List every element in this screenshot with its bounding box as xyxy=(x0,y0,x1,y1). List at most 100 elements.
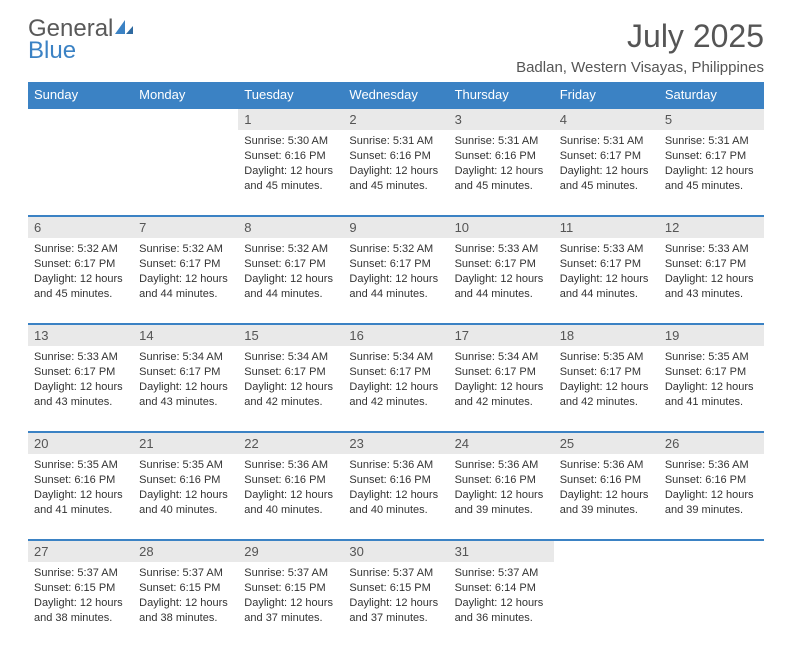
day-cell: Sunrise: 5:31 AMSunset: 6:17 PMDaylight:… xyxy=(554,130,659,216)
weekday-header-row: SundayMondayTuesdayWednesdayThursdayFrid… xyxy=(28,82,764,108)
daynum-row: 20212223242526 xyxy=(28,432,764,454)
sunset-line: Sunset: 6:17 PM xyxy=(244,257,337,272)
day-number: 12 xyxy=(659,216,764,238)
day-number: 17 xyxy=(449,324,554,346)
daylight-line: Daylight: 12 hours and 42 minutes. xyxy=(349,380,442,410)
day-cell: Sunrise: 5:35 AMSunset: 6:16 PMDaylight:… xyxy=(28,454,133,540)
day-number: 30 xyxy=(343,540,448,562)
sunrise-line: Sunrise: 5:34 AM xyxy=(139,350,232,365)
sunrise-line: Sunrise: 5:35 AM xyxy=(560,350,653,365)
daynum-row: 13141516171819 xyxy=(28,324,764,346)
daylight-line: Daylight: 12 hours and 39 minutes. xyxy=(665,488,758,518)
day-number: 24 xyxy=(449,432,554,454)
content-row: Sunrise: 5:33 AMSunset: 6:17 PMDaylight:… xyxy=(28,346,764,432)
day-cell: Sunrise: 5:31 AMSunset: 6:16 PMDaylight:… xyxy=(449,130,554,216)
sunset-line: Sunset: 6:16 PM xyxy=(665,473,758,488)
sunset-line: Sunset: 6:17 PM xyxy=(139,365,232,380)
daynum-row: 6789101112 xyxy=(28,216,764,238)
sunset-line: Sunset: 6:16 PM xyxy=(244,473,337,488)
day-cell: Sunrise: 5:32 AMSunset: 6:17 PMDaylight:… xyxy=(28,238,133,324)
location: Badlan, Western Visayas, Philippines xyxy=(516,59,764,76)
day-number: 15 xyxy=(238,324,343,346)
sunrise-line: Sunrise: 5:33 AM xyxy=(665,242,758,257)
sunrise-line: Sunrise: 5:36 AM xyxy=(665,458,758,473)
day-cell: Sunrise: 5:34 AMSunset: 6:17 PMDaylight:… xyxy=(343,346,448,432)
title-block: July 2025 Badlan, Western Visayas, Phili… xyxy=(516,18,764,76)
content-row: Sunrise: 5:37 AMSunset: 6:15 PMDaylight:… xyxy=(28,562,764,648)
day-number: 5 xyxy=(659,108,764,130)
sunset-line: Sunset: 6:17 PM xyxy=(349,257,442,272)
sunrise-line: Sunrise: 5:35 AM xyxy=(34,458,127,473)
empty-cell xyxy=(28,130,133,216)
content-row: Sunrise: 5:30 AMSunset: 6:16 PMDaylight:… xyxy=(28,130,764,216)
sunset-line: Sunset: 6:16 PM xyxy=(455,473,548,488)
day-cell: Sunrise: 5:35 AMSunset: 6:16 PMDaylight:… xyxy=(133,454,238,540)
sunset-line: Sunset: 6:17 PM xyxy=(560,365,653,380)
sunrise-line: Sunrise: 5:31 AM xyxy=(455,134,548,149)
sunset-line: Sunset: 6:16 PM xyxy=(349,473,442,488)
sunset-line: Sunset: 6:16 PM xyxy=(244,149,337,164)
day-number: 28 xyxy=(133,540,238,562)
sunrise-line: Sunrise: 5:32 AM xyxy=(244,242,337,257)
daylight-line: Daylight: 12 hours and 44 minutes. xyxy=(139,272,232,302)
day-number: 31 xyxy=(449,540,554,562)
daylight-line: Daylight: 12 hours and 37 minutes. xyxy=(244,596,337,626)
sunrise-line: Sunrise: 5:35 AM xyxy=(139,458,232,473)
sunset-line: Sunset: 6:15 PM xyxy=(34,581,127,596)
day-number: 25 xyxy=(554,432,659,454)
day-number: 26 xyxy=(659,432,764,454)
sunset-line: Sunset: 6:17 PM xyxy=(139,257,232,272)
daylight-line: Daylight: 12 hours and 45 minutes. xyxy=(244,164,337,194)
sunrise-line: Sunrise: 5:36 AM xyxy=(560,458,653,473)
sunset-line: Sunset: 6:17 PM xyxy=(244,365,337,380)
day-cell: Sunrise: 5:33 AMSunset: 6:17 PMDaylight:… xyxy=(28,346,133,432)
daylight-line: Daylight: 12 hours and 36 minutes. xyxy=(455,596,548,626)
sunset-line: Sunset: 6:17 PM xyxy=(665,149,758,164)
month-title: July 2025 xyxy=(516,18,764,55)
sunset-line: Sunset: 6:15 PM xyxy=(139,581,232,596)
day-number: 8 xyxy=(238,216,343,238)
day-cell: Sunrise: 5:32 AMSunset: 6:17 PMDaylight:… xyxy=(343,238,448,324)
weekday-header: Thursday xyxy=(449,82,554,108)
day-cell: Sunrise: 5:36 AMSunset: 6:16 PMDaylight:… xyxy=(238,454,343,540)
sunrise-line: Sunrise: 5:31 AM xyxy=(560,134,653,149)
sunset-line: Sunset: 6:17 PM xyxy=(349,365,442,380)
daylight-line: Daylight: 12 hours and 45 minutes. xyxy=(560,164,653,194)
day-cell: Sunrise: 5:33 AMSunset: 6:17 PMDaylight:… xyxy=(659,238,764,324)
daylight-line: Daylight: 12 hours and 44 minutes. xyxy=(560,272,653,302)
day-cell: Sunrise: 5:37 AMSunset: 6:15 PMDaylight:… xyxy=(343,562,448,648)
sunrise-line: Sunrise: 5:36 AM xyxy=(455,458,548,473)
day-cell: Sunrise: 5:31 AMSunset: 6:17 PMDaylight:… xyxy=(659,130,764,216)
day-number: 2 xyxy=(343,108,448,130)
sunrise-line: Sunrise: 5:37 AM xyxy=(244,566,337,581)
sunrise-line: Sunrise: 5:33 AM xyxy=(455,242,548,257)
daylight-line: Daylight: 12 hours and 37 minutes. xyxy=(349,596,442,626)
daynum-row: 2728293031 xyxy=(28,540,764,562)
sunrise-line: Sunrise: 5:37 AM xyxy=(139,566,232,581)
day-cell: Sunrise: 5:30 AMSunset: 6:16 PMDaylight:… xyxy=(238,130,343,216)
sunrise-line: Sunrise: 5:35 AM xyxy=(665,350,758,365)
day-number: 21 xyxy=(133,432,238,454)
daynum-row: 12345 xyxy=(28,108,764,130)
logo-word-blue: Blue xyxy=(28,37,76,64)
sunrise-line: Sunrise: 5:33 AM xyxy=(560,242,653,257)
sunrise-line: Sunrise: 5:37 AM xyxy=(34,566,127,581)
logo-text: General Blue xyxy=(28,18,135,61)
day-number: 19 xyxy=(659,324,764,346)
sunrise-line: Sunrise: 5:33 AM xyxy=(34,350,127,365)
day-cell: Sunrise: 5:35 AMSunset: 6:17 PMDaylight:… xyxy=(659,346,764,432)
daylight-line: Daylight: 12 hours and 41 minutes. xyxy=(34,488,127,518)
sunrise-line: Sunrise: 5:32 AM xyxy=(139,242,232,257)
day-cell: Sunrise: 5:34 AMSunset: 6:17 PMDaylight:… xyxy=(449,346,554,432)
weekday-header: Wednesday xyxy=(343,82,448,108)
day-cell: Sunrise: 5:36 AMSunset: 6:16 PMDaylight:… xyxy=(659,454,764,540)
daylight-line: Daylight: 12 hours and 41 minutes. xyxy=(665,380,758,410)
sunrise-line: Sunrise: 5:37 AM xyxy=(349,566,442,581)
daylight-line: Daylight: 12 hours and 44 minutes. xyxy=(349,272,442,302)
day-cell: Sunrise: 5:32 AMSunset: 6:17 PMDaylight:… xyxy=(133,238,238,324)
content-row: Sunrise: 5:35 AMSunset: 6:16 PMDaylight:… xyxy=(28,454,764,540)
sunrise-line: Sunrise: 5:36 AM xyxy=(244,458,337,473)
sunrise-line: Sunrise: 5:37 AM xyxy=(455,566,548,581)
day-number: 22 xyxy=(238,432,343,454)
sunrise-line: Sunrise: 5:34 AM xyxy=(244,350,337,365)
